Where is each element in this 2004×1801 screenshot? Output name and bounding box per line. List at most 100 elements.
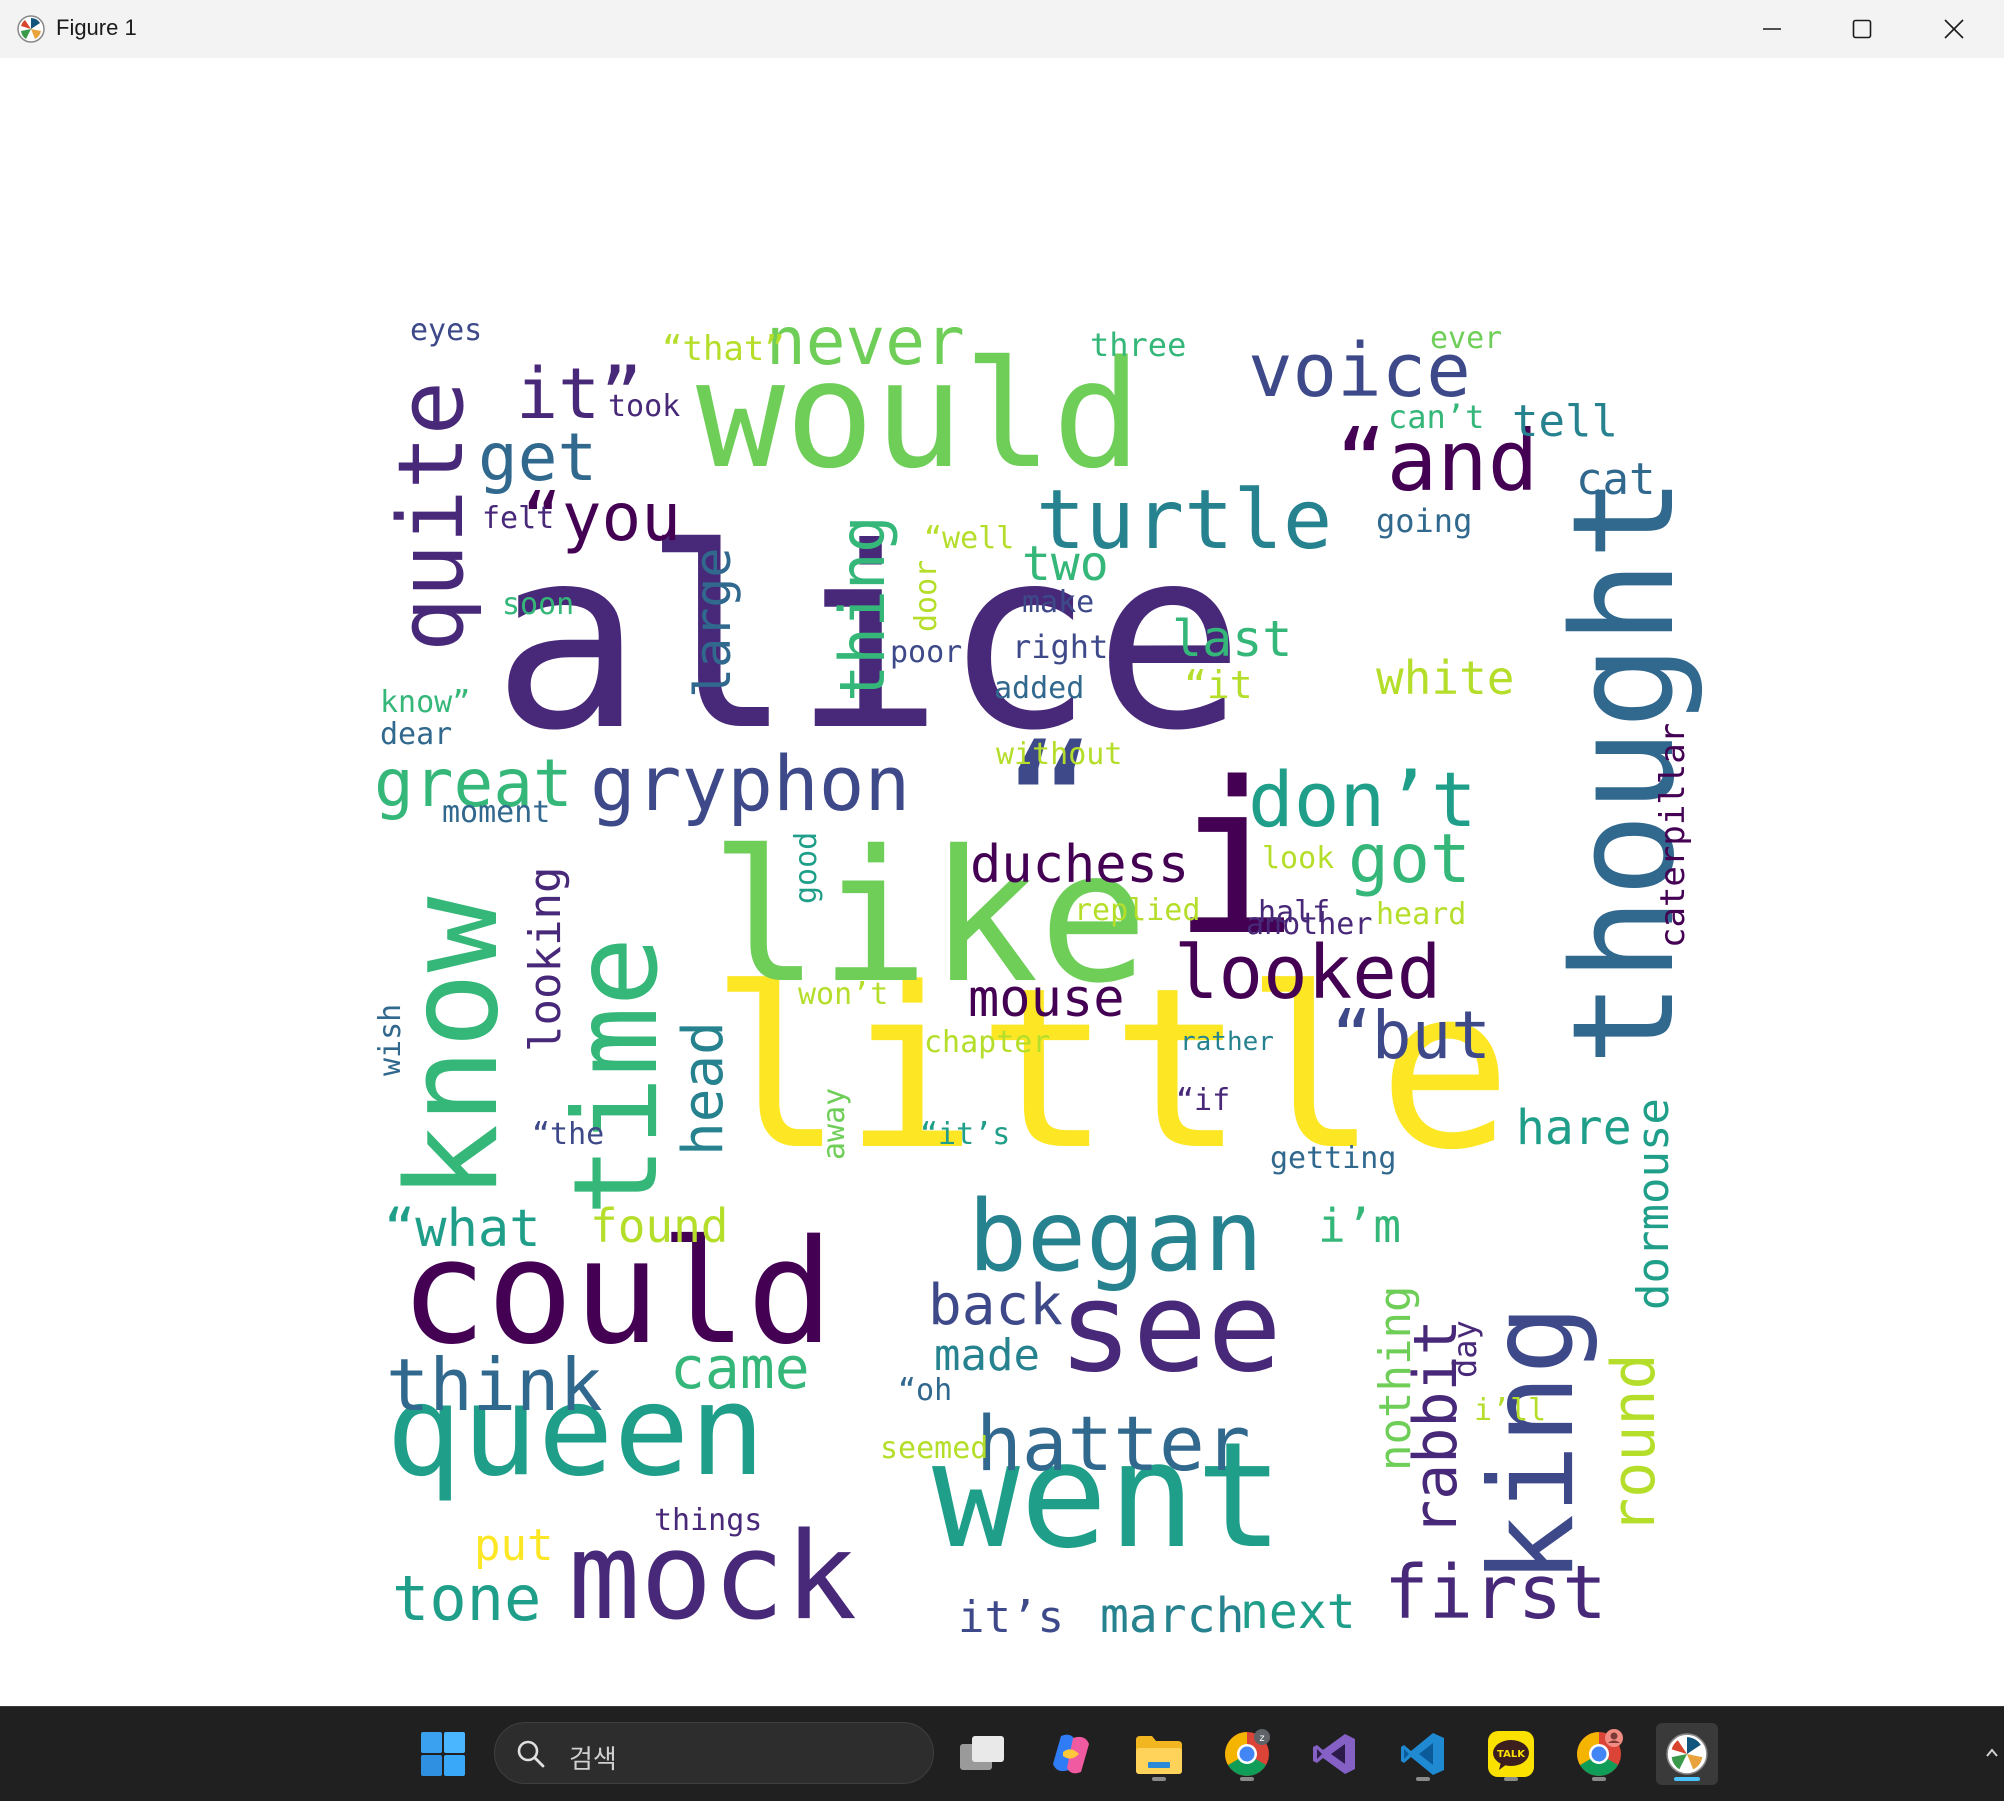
word-74: poor <box>890 635 962 670</box>
word-31: great <box>374 745 573 822</box>
copilot-button[interactable] <box>1040 1723 1102 1785</box>
word-65: three <box>1090 326 1186 364</box>
word-95: “if <box>1176 1083 1230 1118</box>
chrome-button[interactable]: z <box>1216 1723 1278 1785</box>
word-83: look <box>1262 841 1334 876</box>
word-33: “but <box>1332 997 1491 1074</box>
word-82: good <box>789 832 824 904</box>
visual-studio-button[interactable] <box>1304 1723 1366 1785</box>
word-4: thought <box>1543 476 1706 1066</box>
maximize-button[interactable] <box>1816 0 1908 58</box>
file-explorer-button[interactable] <box>1128 1723 1190 1785</box>
taskbar-search[interactable]: 검색 <box>494 1722 934 1784</box>
task-view-button[interactable] <box>952 1723 1014 1785</box>
word-75: right <box>1012 628 1108 666</box>
word-80: without <box>996 737 1122 772</box>
word-3: little <box>710 941 1512 1199</box>
figure-window: Figure 1 alice would little thought like i “ kn… <box>0 0 2004 1706</box>
word-36: tone <box>392 1562 541 1635</box>
vscode-button[interactable] <box>1392 1723 1454 1785</box>
word-38: thing <box>826 515 899 702</box>
word-68: felt <box>482 501 554 536</box>
svg-text:z: z <box>1259 1733 1264 1744</box>
word-49: large <box>684 547 742 698</box>
close-icon <box>1944 19 1964 39</box>
word-14: mock <box>568 1508 857 1647</box>
word-59: march <box>1100 1588 1245 1644</box>
word-84: replied <box>1074 893 1200 928</box>
word-22: gryphon <box>590 739 910 828</box>
word-16: began <box>968 1180 1263 1294</box>
word-32: got <box>1348 820 1471 899</box>
word-19: “and <box>1336 412 1538 510</box>
word-76: “it <box>1184 663 1253 707</box>
word-67: can’t <box>1388 398 1484 436</box>
word-87: another <box>1246 907 1372 942</box>
word-45: i’m <box>1318 1199 1401 1253</box>
word-52: tell <box>1512 396 1618 447</box>
word-6: i <box>1172 737 1298 982</box>
start-button[interactable] <box>412 1723 474 1785</box>
word-12: went <box>932 1411 1284 1581</box>
word-71: soon <box>502 587 574 622</box>
word-92: away <box>817 1088 852 1160</box>
search-icon <box>517 1740 545 1768</box>
word-21: never <box>766 303 965 380</box>
word-93: “the <box>532 1117 604 1152</box>
chevron-up-icon[interactable] <box>1984 1745 2000 1761</box>
windows-start-icon <box>421 1732 465 1776</box>
matplotlib-figure-icon <box>1666 1733 1708 1775</box>
chrome-profile-button[interactable] <box>1568 1723 1630 1785</box>
word-89: won’t <box>798 977 888 1012</box>
word-23: don’t <box>1248 755 1477 844</box>
kakaotalk-button[interactable]: TALK <box>1480 1723 1542 1785</box>
word-79: dear <box>380 717 452 752</box>
word-47: two <box>1022 536 1109 592</box>
word-11: queen <box>386 1357 765 1504</box>
word-72: door <box>909 560 944 632</box>
visual-studio-icon <box>1313 1734 1355 1774</box>
task-view-icon <box>960 1736 1004 1770</box>
running-indicator <box>1592 1777 1606 1781</box>
word-91: rather <box>1180 1027 1274 1057</box>
word-28: it” <box>516 353 642 435</box>
vscode-icon <box>1401 1733 1444 1775</box>
word-64: took <box>608 389 680 424</box>
taskbar: 검색 z <box>0 1706 2004 1801</box>
word-86: heard <box>1376 897 1466 932</box>
title-bar[interactable]: Figure 1 <box>0 0 2004 59</box>
running-indicator <box>1504 1777 1518 1781</box>
figure-canvas[interactable]: alice would little thought like i “ know time cou… <box>0 58 2004 1706</box>
word-73: make <box>1022 585 1094 620</box>
running-indicator <box>1240 1777 1254 1781</box>
word-54: hare <box>1516 1100 1632 1156</box>
word-20: voice <box>1248 328 1471 414</box>
close-button[interactable] <box>1908 0 2000 58</box>
minimize-button[interactable] <box>1726 0 1818 58</box>
matplotlib-figure-button[interactable] <box>1656 1723 1718 1785</box>
window-title: Figure 1 <box>56 15 137 40</box>
word-55: dormouse <box>1628 1098 1679 1310</box>
word-39: duchess <box>970 835 1189 895</box>
word-56: nothing <box>1370 1286 1421 1471</box>
minimize-icon <box>1763 28 1781 30</box>
word-51: made <box>934 1330 1040 1381</box>
word-85: half <box>1258 895 1330 930</box>
word-81: moment <box>442 795 550 830</box>
word-26: first <box>1384 1550 1607 1636</box>
word-15: see <box>1058 1256 1282 1400</box>
word-24: looked <box>1174 930 1441 1016</box>
word-48: white <box>1376 651 1514 705</box>
word-58: it’s <box>958 1592 1064 1643</box>
word-8: know <box>379 896 526 1200</box>
word-90: chapter <box>924 1025 1050 1060</box>
word-99: i’ll <box>1474 1393 1546 1428</box>
word-101: things <box>654 1503 762 1538</box>
matplotlib-app-icon <box>17 15 45 43</box>
word-88: wish <box>373 1004 408 1076</box>
word-5: like <box>710 811 1148 1023</box>
word-98: “oh <box>898 1373 952 1408</box>
word-61: put <box>474 1520 553 1571</box>
word-40: mouse <box>968 969 1125 1029</box>
